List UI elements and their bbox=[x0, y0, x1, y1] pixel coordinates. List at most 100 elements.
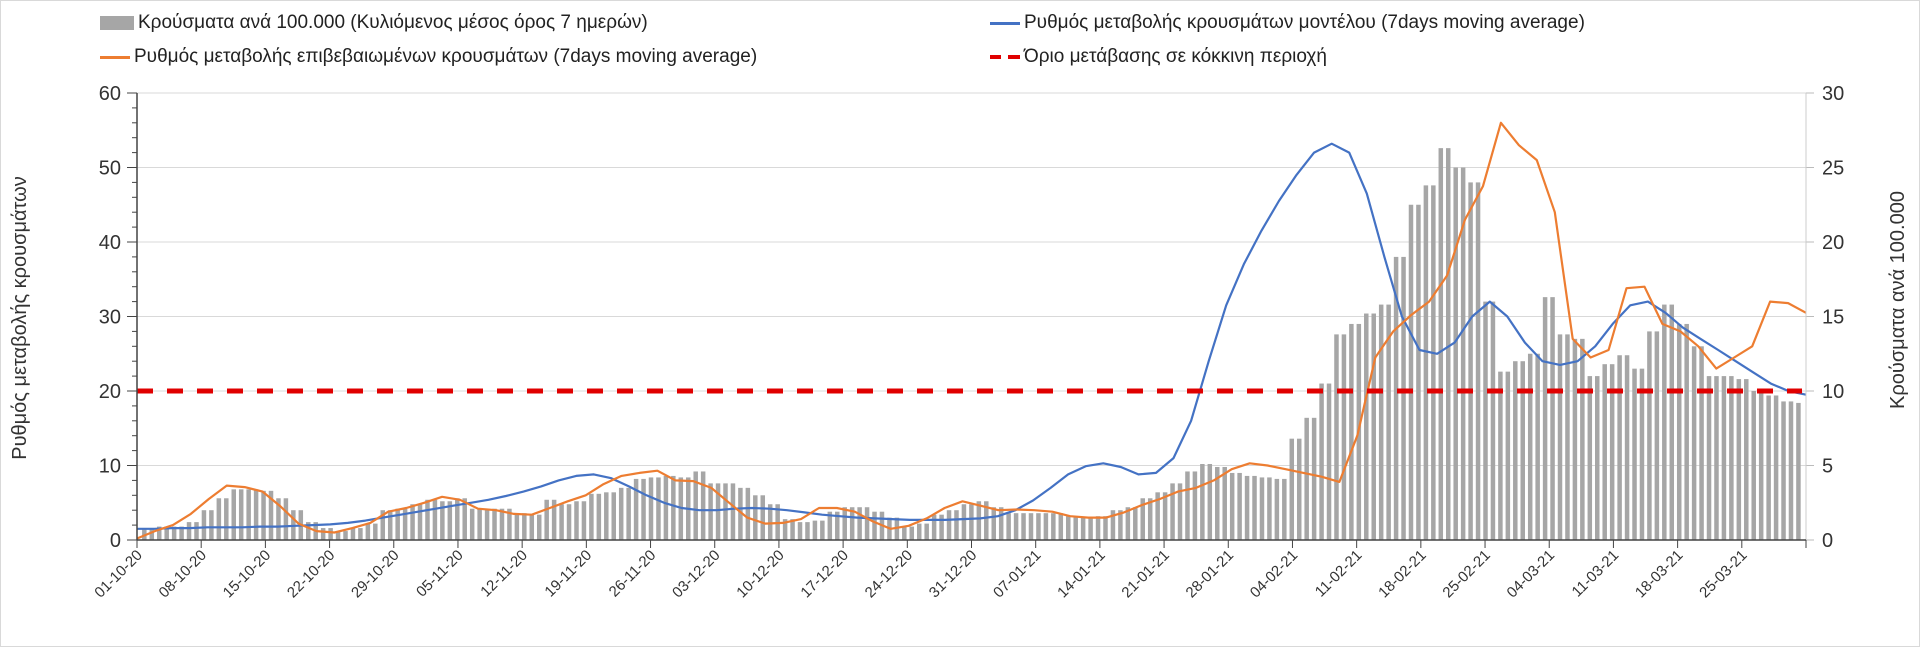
bar bbox=[589, 493, 594, 540]
bar bbox=[738, 487, 743, 540]
bar bbox=[246, 489, 251, 540]
bar bbox=[1684, 323, 1689, 540]
bar bbox=[186, 522, 192, 540]
bar bbox=[350, 528, 356, 540]
x-tick-label: 25-02-21 bbox=[1439, 547, 1493, 601]
x-tick-label: 14-01-21 bbox=[1054, 547, 1108, 601]
y2-tick-label: 30 bbox=[1822, 83, 1844, 105]
bar bbox=[1013, 513, 1019, 540]
bar bbox=[1289, 438, 1295, 540]
bar bbox=[991, 507, 996, 540]
bar bbox=[1445, 148, 1451, 540]
bar bbox=[782, 519, 788, 540]
bar bbox=[1028, 513, 1034, 540]
bar bbox=[1304, 417, 1309, 540]
bar bbox=[1222, 466, 1227, 540]
bar bbox=[1110, 510, 1116, 540]
bar bbox=[1654, 331, 1660, 540]
bar bbox=[671, 475, 676, 540]
bar bbox=[1065, 516, 1071, 540]
bar bbox=[842, 507, 847, 540]
bar bbox=[1699, 346, 1704, 540]
bar bbox=[492, 508, 497, 540]
bar bbox=[164, 526, 169, 540]
bar bbox=[1088, 517, 1093, 540]
bar bbox=[1453, 167, 1458, 540]
bar bbox=[574, 501, 579, 540]
bar bbox=[440, 501, 445, 540]
bar bbox=[611, 492, 616, 540]
bar bbox=[566, 504, 572, 540]
bar bbox=[812, 520, 818, 540]
bar bbox=[1572, 338, 1578, 540]
bar bbox=[998, 507, 1004, 540]
bar bbox=[1215, 466, 1220, 540]
bar bbox=[946, 510, 952, 540]
y-tick-label: 50 bbox=[99, 158, 121, 180]
bar bbox=[708, 483, 713, 540]
bar bbox=[1796, 402, 1801, 540]
bar bbox=[864, 507, 870, 540]
bar bbox=[663, 475, 669, 540]
bar bbox=[961, 504, 967, 540]
y2-tick-label: 25 bbox=[1822, 158, 1844, 180]
y-axis-title: Ρυθμός μεταβολής κρουσμάτων bbox=[9, 176, 31, 460]
bar bbox=[410, 504, 415, 540]
y2-axis-title: Κρούσματα ανά 100.000 bbox=[1887, 191, 1909, 409]
bar bbox=[1259, 477, 1265, 540]
x-tick-label: 18-03-21 bbox=[1632, 547, 1686, 601]
bar bbox=[1162, 492, 1168, 540]
x-tick-label: 04-03-21 bbox=[1504, 547, 1558, 601]
bar bbox=[1624, 355, 1630, 540]
y2-tick-label: 10 bbox=[1822, 381, 1844, 403]
bar bbox=[1766, 395, 1771, 540]
bar bbox=[596, 493, 602, 540]
y-tick-label: 40 bbox=[99, 232, 121, 254]
bar bbox=[1103, 516, 1108, 540]
bar bbox=[760, 495, 766, 540]
bar bbox=[261, 490, 266, 540]
bar bbox=[1319, 383, 1324, 540]
bar bbox=[1364, 313, 1369, 540]
legend-swatch-threshold bbox=[990, 55, 1020, 59]
bar bbox=[700, 471, 706, 540]
x-tick-label: 18-02-21 bbox=[1375, 547, 1429, 601]
legend-swatch-model bbox=[990, 21, 1020, 25]
bar bbox=[179, 526, 184, 540]
bar bbox=[238, 489, 244, 540]
x-tick-label: 07-01-21 bbox=[990, 547, 1044, 601]
y2-tick-label: 15 bbox=[1822, 307, 1844, 329]
bar bbox=[902, 526, 907, 540]
bar bbox=[1267, 477, 1272, 540]
bar bbox=[514, 513, 520, 540]
bar bbox=[1714, 376, 1719, 540]
bar bbox=[1378, 304, 1384, 540]
bar bbox=[209, 510, 214, 540]
legend-item-confirmed: Ρυθμός μεταβολής επιβεβαιωμένων κρουσμάτ… bbox=[100, 46, 757, 68]
legend-swatch-bars bbox=[100, 16, 134, 30]
bar bbox=[1542, 297, 1548, 540]
bar bbox=[1565, 334, 1570, 540]
bar bbox=[462, 498, 467, 540]
bar bbox=[1140, 498, 1146, 540]
x-tick-label: 11-03-21 bbox=[1569, 547, 1623, 601]
legend-item-model: Ρυθμός μεταβολής κρουσμάτων μοντέλου (7d… bbox=[990, 12, 1585, 34]
bar bbox=[1438, 148, 1444, 540]
bar bbox=[551, 499, 557, 540]
bar bbox=[1416, 204, 1421, 540]
bar bbox=[425, 499, 430, 540]
bar bbox=[1557, 334, 1563, 540]
x-tick-label: 26-11-20 bbox=[606, 547, 660, 601]
bar bbox=[1185, 471, 1190, 540]
bar bbox=[1095, 516, 1101, 540]
bar bbox=[656, 477, 661, 540]
bar bbox=[715, 483, 721, 540]
bar bbox=[857, 507, 862, 540]
bar bbox=[1282, 478, 1287, 540]
bar bbox=[1080, 517, 1086, 540]
bar bbox=[790, 519, 795, 540]
x-tick-label: 29-10-20 bbox=[348, 547, 402, 601]
bar bbox=[1520, 361, 1526, 540]
bar bbox=[1788, 401, 1794, 540]
